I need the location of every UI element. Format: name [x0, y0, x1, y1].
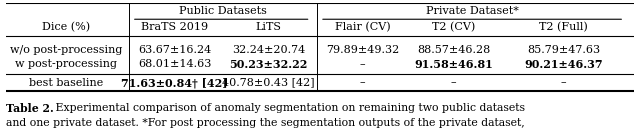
- Text: 32.24±20.74: 32.24±20.74: [232, 45, 305, 55]
- Text: Public Datasets: Public Datasets: [179, 6, 267, 16]
- Text: LiTS: LiTS: [255, 22, 282, 32]
- Text: –: –: [360, 77, 365, 88]
- Text: 63.67±16.24: 63.67±16.24: [138, 45, 211, 55]
- Text: Experimental comparison of anomaly segmentation on remaining two public datasets: Experimental comparison of anomaly segme…: [52, 103, 525, 113]
- Text: Table 2.: Table 2.: [6, 103, 54, 114]
- Text: w post-processing: w post-processing: [15, 59, 117, 69]
- Text: BraTS 2019: BraTS 2019: [141, 22, 208, 32]
- Text: T2 (CV): T2 (CV): [432, 22, 476, 32]
- Text: 50.23±32.22: 50.23±32.22: [229, 59, 308, 70]
- Text: w/o post-processing: w/o post-processing: [10, 45, 122, 55]
- Text: 40.78±0.43 [42]: 40.78±0.43 [42]: [222, 77, 315, 88]
- Text: 90.21±46.37: 90.21±46.37: [524, 59, 603, 70]
- Text: –: –: [360, 59, 365, 69]
- Text: T2 (Full): T2 (Full): [539, 22, 588, 32]
- Text: 71.63±0.84† [42]: 71.63±0.84† [42]: [121, 77, 228, 88]
- Text: and one private dataset. *For post processing the segmentation outputs of the pr: and one private dataset. *For post proce…: [6, 118, 525, 128]
- Text: 91.58±46.81: 91.58±46.81: [414, 59, 493, 70]
- Text: 79.89±49.32: 79.89±49.32: [326, 45, 399, 55]
- Text: best baseline: best baseline: [29, 77, 103, 88]
- Text: –: –: [451, 77, 456, 88]
- Text: Private Dataset*: Private Dataset*: [426, 6, 518, 16]
- Text: Flair (CV): Flair (CV): [335, 22, 390, 32]
- Text: 88.57±46.28: 88.57±46.28: [417, 45, 490, 55]
- Text: –: –: [561, 77, 566, 88]
- Text: Dice (%): Dice (%): [42, 22, 90, 32]
- Text: 85.79±47.63: 85.79±47.63: [527, 45, 600, 55]
- Text: 68.01±14.63: 68.01±14.63: [138, 59, 211, 69]
